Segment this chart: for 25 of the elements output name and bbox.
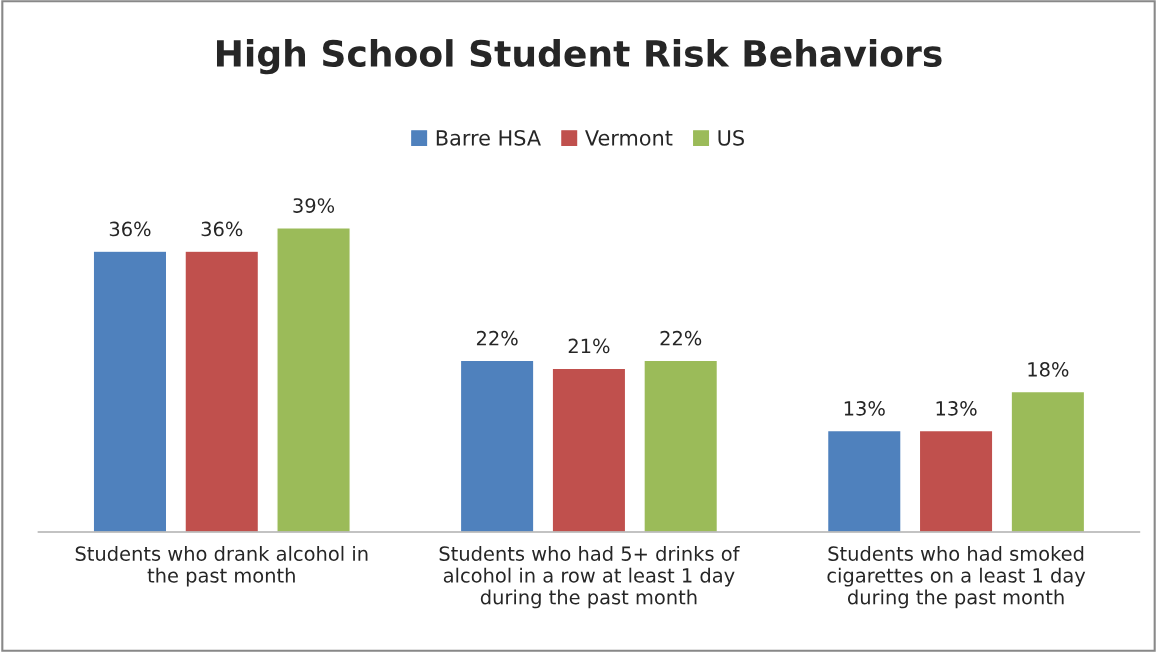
data-label: 22% xyxy=(660,330,702,346)
bar xyxy=(826,429,902,533)
chart-title: High School Student Risk Behaviors xyxy=(216,39,942,75)
bar xyxy=(918,429,994,533)
x-tick-label: Students who had 5+ drinks of alcohol in a row at least 1 day during the past month xyxy=(439,545,740,609)
bar xyxy=(276,227,351,533)
data-label: 21% xyxy=(568,338,610,354)
legend-label: Barre HSA xyxy=(436,129,541,146)
data-label: 13% xyxy=(844,401,885,416)
legend-label: Vermont xyxy=(585,130,673,146)
data-label: 18% xyxy=(1028,362,1069,377)
bar xyxy=(1010,390,1086,533)
data-label: 36% xyxy=(109,221,151,237)
x-tick-label: Students who had smoked cigarettes on a least 1 day during the past month xyxy=(827,545,1086,609)
bar xyxy=(643,359,719,533)
data-label: 36% xyxy=(201,221,243,237)
bar xyxy=(459,359,535,533)
x-tick-label: Students who drank alcohol in the past month xyxy=(75,545,368,587)
data-label: 13% xyxy=(936,401,977,416)
data-label: 39% xyxy=(293,198,335,213)
bar xyxy=(551,367,627,533)
bar xyxy=(92,250,168,533)
legend-label: US xyxy=(718,129,744,146)
bar xyxy=(184,250,260,533)
data-label: 22% xyxy=(476,330,518,346)
